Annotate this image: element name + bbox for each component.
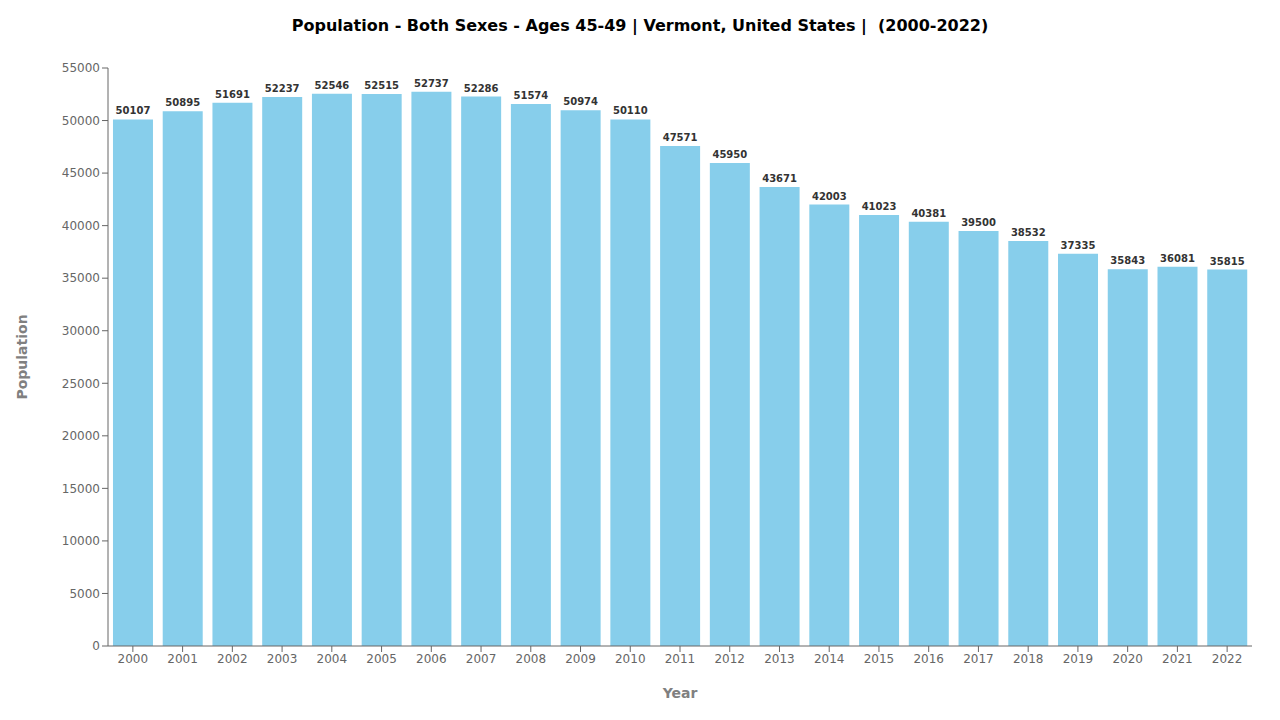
svg-text:50974: 50974 xyxy=(563,96,598,107)
svg-text:41023: 41023 xyxy=(862,201,897,212)
svg-text:30000: 30000 xyxy=(62,324,100,338)
svg-text:2013: 2013 xyxy=(764,652,795,666)
svg-text:52237: 52237 xyxy=(265,83,300,94)
svg-text:2000: 2000 xyxy=(118,652,149,666)
svg-text:39500: 39500 xyxy=(961,217,996,228)
svg-text:2005: 2005 xyxy=(366,652,397,666)
html-text:Population - Both Sexes - Ages: Population - Both Sexes - Ages 45-49 | V… xyxy=(291,16,989,35)
svg-text:15000: 15000 xyxy=(62,482,100,496)
svg-text:Population: Population xyxy=(14,314,30,399)
svg-text:2021: 2021 xyxy=(1162,652,1193,666)
svg-text:2018: 2018 xyxy=(1013,652,1044,666)
svg-text:36081: 36081 xyxy=(1160,253,1195,264)
svg-text:2016: 2016 xyxy=(913,652,944,666)
svg-text:2010: 2010 xyxy=(615,652,646,666)
svg-text:10000: 10000 xyxy=(62,534,100,548)
svg-text:2006: 2006 xyxy=(416,652,447,666)
svg-text:35815: 35815 xyxy=(1210,256,1245,267)
svg-text:50110: 50110 xyxy=(613,105,648,116)
svg-text:52546: 52546 xyxy=(315,80,350,91)
svg-text:5000: 5000 xyxy=(69,587,100,601)
svg-text:2019: 2019 xyxy=(1063,652,1094,666)
svg-text:50000: 50000 xyxy=(62,114,100,128)
svg-text:51574: 51574 xyxy=(513,90,548,101)
svg-text:45950: 45950 xyxy=(712,149,747,160)
svg-text:45000: 45000 xyxy=(62,166,100,180)
svg-text:52286: 52286 xyxy=(464,83,499,94)
svg-text:50895: 50895 xyxy=(165,97,200,108)
svg-text:38532: 38532 xyxy=(1011,227,1046,238)
svg-text:2014: 2014 xyxy=(814,652,845,666)
svg-text:2002: 2002 xyxy=(217,652,248,666)
svg-text:52515: 52515 xyxy=(364,80,399,91)
svg-text:2009: 2009 xyxy=(565,652,596,666)
svg-text:2003: 2003 xyxy=(267,652,298,666)
svg-text:2004: 2004 xyxy=(317,652,348,666)
svg-text:0: 0 xyxy=(92,639,100,653)
svg-text:52737: 52737 xyxy=(414,78,449,89)
svg-text:20000: 20000 xyxy=(62,429,100,443)
svg-text:Year: Year xyxy=(662,685,698,701)
svg-text:51691: 51691 xyxy=(215,89,250,100)
svg-text:2001: 2001 xyxy=(167,652,198,666)
svg-text:2022: 2022 xyxy=(1212,652,1243,666)
svg-text:2011: 2011 xyxy=(665,652,696,666)
svg-text:50107: 50107 xyxy=(116,105,151,116)
svg-text:35843: 35843 xyxy=(1110,255,1145,266)
svg-text:2020: 2020 xyxy=(1112,652,1143,666)
svg-text:2008: 2008 xyxy=(516,652,547,666)
svg-text:2015: 2015 xyxy=(864,652,895,666)
svg-text:2007: 2007 xyxy=(466,652,497,666)
svg-text:55000: 55000 xyxy=(62,61,100,75)
svg-text:25000: 25000 xyxy=(62,377,100,391)
svg-text:40000: 40000 xyxy=(62,219,100,233)
svg-text:37335: 37335 xyxy=(1061,240,1096,251)
svg-text:2012: 2012 xyxy=(714,652,745,666)
svg-text:40381: 40381 xyxy=(911,208,946,219)
svg-text:42003: 42003 xyxy=(812,191,847,202)
svg-text:2017: 2017 xyxy=(963,652,994,666)
svg-text:35000: 35000 xyxy=(62,271,100,285)
svg-text:43671: 43671 xyxy=(762,173,797,184)
svg-text:47571: 47571 xyxy=(663,132,698,143)
